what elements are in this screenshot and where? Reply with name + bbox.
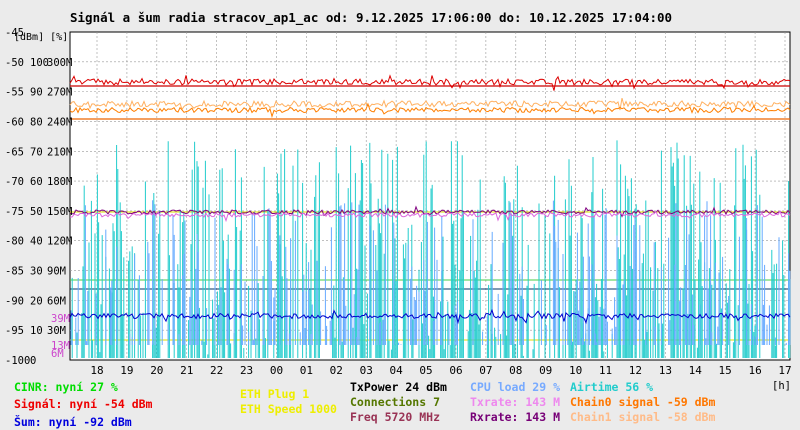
x-tick-label: 01 xyxy=(300,364,313,377)
x-tick-label: 23 xyxy=(240,364,253,377)
x-tick-label: 17 xyxy=(778,364,791,377)
rate-tick-label: 180M xyxy=(47,176,72,188)
percent-tick-label: 40 xyxy=(30,236,43,248)
legend-chain0: Chain0 signal -59 dBm xyxy=(570,395,716,409)
percent-tick-label: 20 xyxy=(30,295,43,307)
x-tick-label: 06 xyxy=(449,364,462,377)
x-tick-label: 20 xyxy=(150,364,163,377)
legend-connections: Connections 7 xyxy=(350,395,441,409)
dbm-tick-label: -45 xyxy=(5,27,24,39)
legend-txrate: Txrate: 143 M xyxy=(470,395,561,409)
x-tick-label: 18 xyxy=(90,364,103,377)
noise-series xyxy=(69,308,791,325)
legend-txpower: TxPower 24 dBm xyxy=(350,380,447,394)
legend-rxrate: Rxrate: 143 M xyxy=(470,410,561,424)
cpu-series xyxy=(70,200,791,345)
rate-extra-label: 39M xyxy=(51,313,70,325)
legend-airtime: Airtime 56 % xyxy=(570,380,654,394)
dbm-tick-label: -100 xyxy=(5,355,30,367)
txrate-series xyxy=(70,210,791,223)
percent-tick-label: 90 xyxy=(30,87,43,99)
x-tick-label: 16 xyxy=(748,364,761,377)
percent-tick-label: 0 xyxy=(30,355,36,367)
x-unit-label: [h] xyxy=(772,380,791,392)
percent-tick-label: 30 xyxy=(30,266,43,278)
percent-tick-label: 70 xyxy=(30,146,43,158)
dbm-tick-label: -90 xyxy=(5,295,24,307)
chain1-series xyxy=(69,97,791,111)
legend-freq: Freq 5720 MHz xyxy=(350,410,441,424)
percent-tick-label: 50 xyxy=(30,206,43,218)
rate-tick-label: 90M xyxy=(47,266,66,278)
x-tick-label: 21 xyxy=(180,364,193,377)
dbm-tick-label: -70 xyxy=(5,176,24,188)
percent-tick-label: 60 xyxy=(30,176,43,188)
rate-tick-label: 150M xyxy=(47,206,72,218)
rate-tick-label: 240M xyxy=(47,116,72,128)
chain0-series xyxy=(69,102,791,119)
percent-tick-label: 80 xyxy=(30,116,43,128)
x-tick-label: 10 xyxy=(569,364,582,377)
units-label: [dBm] [%] xyxy=(14,32,68,43)
x-tick-label: 08 xyxy=(509,364,522,377)
x-tick-label: 19 xyxy=(120,364,133,377)
tick-labels: -45-50-55-60-65-70-75-80-85-90-95-100100… xyxy=(5,27,792,392)
x-tick-label: 05 xyxy=(419,364,432,377)
legend-noise: Šum: nyní -92 dBm xyxy=(14,415,132,429)
percent-tick-label: 100 xyxy=(30,57,49,69)
percent-tick-label: 10 xyxy=(30,325,43,337)
x-tick-label: 04 xyxy=(390,364,404,377)
signal-series xyxy=(69,74,791,91)
dbm-tick-label: -50 xyxy=(5,57,24,69)
rate-tick-label: 210M xyxy=(47,146,72,158)
x-tick-label: 11 xyxy=(599,364,612,377)
x-tick-label: 02 xyxy=(330,364,343,377)
rate-extra-label: 13M xyxy=(51,340,70,352)
legend-cpu: CPU load 29 % xyxy=(470,380,561,394)
rate-extra-label: 6M xyxy=(51,348,64,360)
x-tick-label: 13 xyxy=(659,364,672,377)
legend-cinr: CINR: nyní 27 % xyxy=(14,380,118,394)
rate-tick-label: 120M xyxy=(47,236,72,248)
x-tick-label: 03 xyxy=(360,364,373,377)
dbm-tick-label: -55 xyxy=(5,87,24,99)
legend-signal: Signál: nyní -54 dBm xyxy=(14,397,153,411)
dbm-tick-label: -65 xyxy=(5,146,24,158)
dbm-tick-label: -95 xyxy=(5,325,24,337)
x-tick-label: 22 xyxy=(210,364,223,377)
x-tick-label: 12 xyxy=(629,364,642,377)
dbm-tick-label: -60 xyxy=(5,116,24,128)
rate-tick-label: 300M xyxy=(47,57,72,69)
dbm-tick-label: -85 xyxy=(5,266,24,278)
x-tick-label: 00 xyxy=(270,364,283,377)
legend-chain1: Chain1 signal -58 dBm xyxy=(570,410,716,424)
rate-tick-label: 270M xyxy=(47,87,72,99)
rate-tick-label: 30M xyxy=(47,325,66,337)
x-tick-label: 07 xyxy=(479,364,492,377)
x-tick-label: 14 xyxy=(689,364,703,377)
x-tick-label: 09 xyxy=(539,364,552,377)
legend-eth-speed: ETH Speed 1000 xyxy=(240,402,337,416)
dbm-tick-label: -75 xyxy=(5,206,24,218)
rxrate-series xyxy=(69,205,791,218)
series-group xyxy=(69,74,791,358)
dbm-tick-label: -80 xyxy=(5,236,24,248)
x-tick-label: 15 xyxy=(719,364,732,377)
legend-eth-plug: ETH Plug 1 xyxy=(240,387,310,401)
rate-tick-label: 60M xyxy=(47,295,66,307)
chart-title: Signál a šum radia stracov_ap1_ac od: 9.… xyxy=(70,10,673,25)
